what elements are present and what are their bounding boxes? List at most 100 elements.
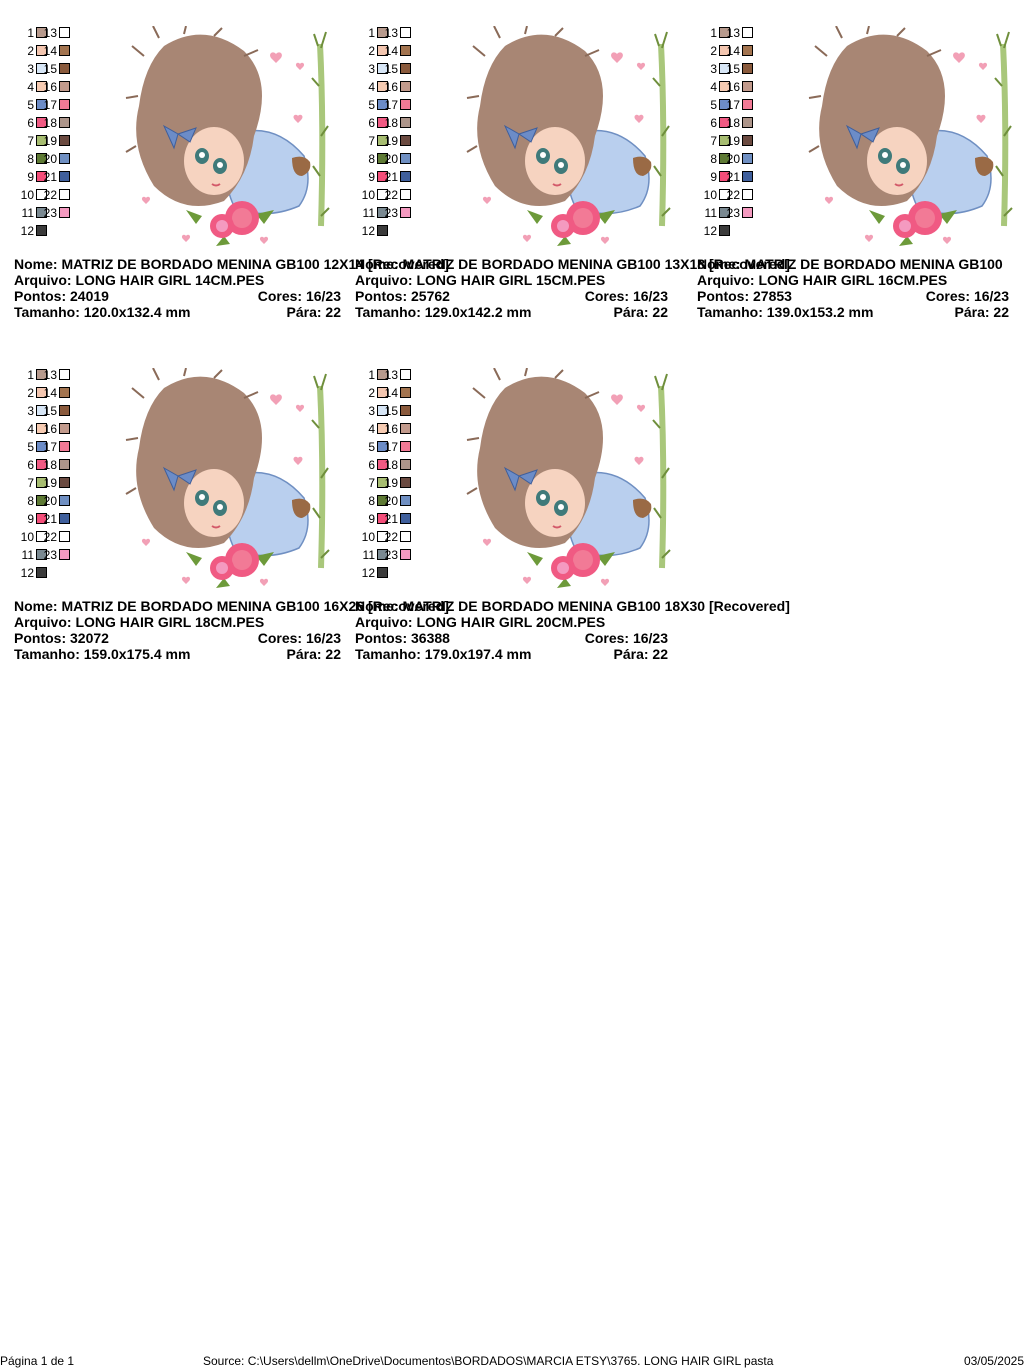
swatch-number: 20	[726, 152, 740, 166]
swatch-number: 19	[43, 476, 57, 490]
para-label: Pára:	[286, 646, 322, 662]
color-swatch-13: 13	[384, 368, 454, 386]
arquivo-label: Arquivo:	[697, 272, 755, 288]
swatch-number: 2	[27, 44, 34, 58]
swatch-number: 5	[368, 98, 375, 112]
swatch-number: 11	[21, 206, 34, 220]
color-swatch-1: 1	[361, 368, 431, 386]
color-swatch-5: 5	[20, 440, 90, 458]
color-palette: 1 2 3 4 5 6 7 8 9 10 11 12 13 14 15 16 17 18 19 20 21 22 23	[20, 26, 90, 246]
swatch-number: 20	[384, 152, 398, 166]
swatch-number: 10	[20, 188, 34, 202]
color-swatch-19: 19	[43, 134, 113, 152]
embroidery-design-preview	[808, 26, 1013, 246]
swatch-number: 5	[710, 98, 717, 112]
color-palette: 1 2 3 4 5 6 7 8 9 10 11 12 13 14 15 16 17 18 19 20 21 22 23	[703, 26, 773, 246]
swatch-number: 10	[703, 188, 717, 202]
stitch-count: 24019	[70, 288, 109, 304]
swatch-number: 3	[27, 62, 34, 76]
color-swatch-6: 6	[703, 116, 773, 134]
swatch-number: 6	[710, 116, 717, 130]
pontos-label: Pontos:	[14, 630, 67, 646]
swatch-color-box	[742, 207, 753, 218]
color-swatch-6: 6	[20, 116, 90, 134]
swatch-number: 4	[368, 80, 375, 94]
swatch-color-box	[36, 369, 47, 380]
embroidery-design-preview	[466, 26, 671, 246]
swatch-number: 1	[710, 26, 717, 40]
color-swatch-5: 5	[703, 98, 773, 116]
color-swatch-8: 8	[361, 152, 431, 170]
swatch-number: 22	[384, 188, 398, 202]
swatch-color-box	[36, 459, 47, 470]
color-swatch-2: 2	[361, 44, 431, 62]
color-swatch-1: 1	[703, 26, 773, 44]
swatch-color-box	[400, 369, 411, 380]
color-swatch-21: 21	[43, 512, 113, 530]
swatch-color-box	[400, 459, 411, 470]
swatch-color-box	[400, 153, 411, 164]
swatch-number: 13	[43, 26, 57, 40]
swatch-color-box	[742, 135, 753, 146]
swatch-number: 18	[43, 116, 57, 130]
color-swatch-15: 15	[384, 404, 454, 422]
pontos-label: Pontos:	[355, 288, 408, 304]
swatch-color-box	[377, 567, 388, 578]
swatch-color-box	[400, 27, 411, 38]
color-swatch-17: 17	[726, 98, 796, 116]
color-swatch-5: 5	[361, 98, 431, 116]
swatch-color-box	[36, 405, 47, 416]
color-swatch-3: 3	[361, 404, 431, 422]
swatch-color-box	[59, 495, 70, 506]
swatch-number: 9	[368, 170, 375, 184]
color-swatch-21: 21	[384, 170, 454, 188]
design-info: Nome: MATRIZ DE BORDADO MENINA GB100 16X…	[14, 598, 449, 662]
stitch-count: 27853	[753, 288, 792, 304]
color-swatch-15: 15	[726, 62, 796, 80]
swatch-number: 15	[43, 404, 57, 418]
swatch-number: 17	[726, 98, 740, 112]
nome-label: Nome:	[14, 256, 58, 272]
swatch-color-box	[36, 531, 47, 542]
swatch-number: 8	[710, 152, 717, 166]
swatch-color-box	[377, 531, 388, 542]
color-swatch-14: 14	[43, 44, 113, 62]
swatch-color-box	[400, 45, 411, 56]
swatch-number: 13	[726, 26, 740, 40]
swatch-number: 23	[384, 548, 398, 562]
color-swatch-16: 16	[43, 80, 113, 98]
swatch-color-box	[59, 171, 70, 182]
swatch-number: 13	[43, 368, 57, 382]
swatch-color-box	[59, 153, 70, 164]
tamanho-label: Tamanho:	[355, 646, 421, 662]
color-swatch-20: 20	[43, 152, 113, 170]
color-swatch-9: 9	[20, 170, 90, 188]
swatch-color-box	[719, 207, 730, 218]
swatch-color-box	[59, 387, 70, 398]
swatch-number: 1	[27, 26, 34, 40]
swatch-color-box	[400, 441, 411, 452]
pontos-label: Pontos:	[355, 630, 408, 646]
color-swatch-18: 18	[726, 116, 796, 134]
swatch-number: 9	[27, 512, 34, 526]
design-card-5: 1 2 3 4 5 6 7 8 9 10 11 12 13 14 15 16 17 18 19 20 21 22 23 No…	[355, 368, 790, 698]
color-swatch-13: 13	[726, 26, 796, 44]
design-card-3: 1 2 3 4 5 6 7 8 9 10 11 12 13 14 15 16 17 18 19 20 21 22 23 No…	[697, 26, 1019, 356]
swatch-number: 2	[27, 386, 34, 400]
swatch-number: 6	[368, 116, 375, 130]
color-swatch-23: 23	[384, 206, 454, 224]
swatch-color-box	[400, 99, 411, 110]
color-swatch-7: 7	[20, 476, 90, 494]
swatch-color-box	[377, 135, 388, 146]
color-count: 16/23	[632, 630, 668, 646]
color-swatch-16: 16	[384, 422, 454, 440]
swatch-color-box	[36, 99, 47, 110]
swatch-color-box	[742, 81, 753, 92]
tamanho-label: Tamanho:	[14, 304, 80, 320]
swatch-color-box	[377, 477, 388, 488]
swatch-color-box	[36, 45, 47, 56]
swatch-color-box	[742, 27, 753, 38]
swatch-color-box	[36, 549, 47, 560]
color-swatch-3: 3	[703, 62, 773, 80]
swatch-color-box	[36, 567, 47, 578]
